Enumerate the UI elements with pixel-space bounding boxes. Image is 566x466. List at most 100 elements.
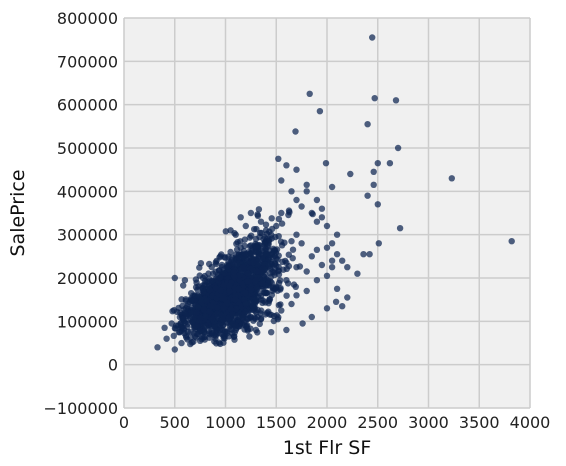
x-tick-label: 1500 [256,413,297,432]
y-tick-label: −100000 [44,399,118,418]
data-point [258,307,265,314]
data-point [280,266,287,273]
data-point [242,308,249,315]
data-point [375,240,382,247]
data-point [293,231,300,238]
data-point [248,232,255,239]
data-point [396,225,404,232]
data-point [392,97,400,104]
data-point [181,309,189,316]
data-point [289,246,297,253]
data-point [208,263,215,271]
data-point [246,333,253,340]
data-point [270,245,277,252]
x-tick-label: 4000 [510,413,551,432]
data-point [339,257,346,264]
y-tick-label: 100000 [57,312,118,331]
data-point [339,303,346,310]
data-point [221,295,228,302]
data-point [257,218,265,225]
data-point [249,303,257,310]
y-tick-label: 800000 [57,9,118,28]
data-point [332,298,340,305]
data-point [290,281,298,288]
data-point [226,282,233,289]
data-point [254,211,261,218]
data-point [227,248,234,256]
data-point [273,283,280,290]
data-point [235,285,242,292]
data-point [262,290,270,297]
data-point [328,264,336,271]
data-point [168,320,175,327]
data-point [252,248,259,255]
data-point [253,284,260,291]
data-point [212,335,219,342]
y-tick-label: 300000 [57,226,118,245]
data-point [278,209,285,217]
data-point [281,239,288,246]
x-axis-title: 1st Flr SF [283,437,372,459]
data-point [278,177,285,184]
data-point [177,309,184,316]
data-point [240,253,247,260]
grid-lines [123,17,531,409]
data-point [283,292,290,299]
data-point [213,260,220,268]
data-point [262,299,269,306]
data-point [323,222,331,230]
data-point [217,325,225,332]
data-point [242,222,249,230]
data-point [275,215,283,223]
data-point [227,306,235,313]
data-point [253,268,260,275]
data-point [303,287,310,295]
data-point [318,261,326,269]
data-point [262,227,270,234]
x-tick-label: 0 [119,413,129,432]
data-point [205,270,212,277]
data-point [293,264,300,271]
data-point [175,304,182,312]
data-point [268,329,275,336]
data-point [344,264,351,271]
data-point [318,214,326,221]
data-point [206,286,214,294]
data-point [448,175,455,182]
data-point [197,298,205,306]
data-point [207,331,214,338]
y-axis-title: SalePrice [7,169,29,256]
data-point [225,262,232,270]
data-point [217,287,224,294]
data-point [366,251,373,258]
data-point [255,206,263,213]
data-point [288,300,295,308]
data-point [268,250,275,258]
data-point [244,270,252,277]
data-point [292,128,299,135]
data-point [313,246,321,253]
data-point [252,277,259,284]
data-point [222,228,229,235]
data-point [360,251,367,258]
data-point [354,270,361,277]
data-point [192,302,200,309]
data-point [298,240,305,247]
data-point [323,305,331,312]
data-point [178,339,185,347]
data-point [303,181,310,188]
data-point [190,338,197,345]
data-point [318,205,326,212]
data-point [200,289,207,296]
data-point [266,260,274,267]
data-point [313,277,321,284]
data-point [278,307,285,314]
data-point [273,255,280,262]
data-point [374,201,381,208]
data-point [275,302,283,309]
data-point [217,340,224,348]
data-point [262,221,270,228]
data-point [328,183,336,191]
data-point [230,269,238,276]
